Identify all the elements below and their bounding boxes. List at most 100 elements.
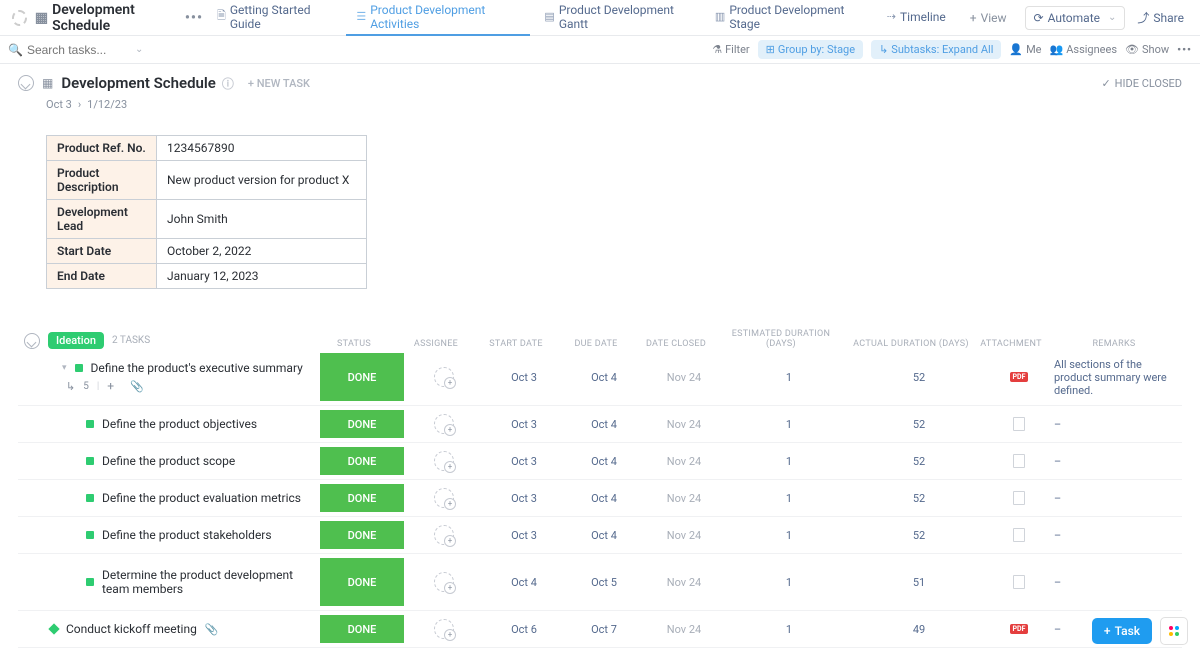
- attachment-icon[interactable]: 📎: [205, 623, 219, 636]
- groupby-button[interactable]: ⊞ Group by: Stage: [758, 40, 863, 59]
- assignee-cell[interactable]: [404, 488, 484, 508]
- add-assignee-icon[interactable]: [434, 619, 454, 639]
- remarks-cell[interactable]: All sections of the product summary were…: [1054, 358, 1182, 397]
- task-name-cell[interactable]: Define the product stakeholders: [26, 528, 320, 542]
- attachment-cell[interactable]: PDF: [984, 624, 1054, 634]
- me-button[interactable]: 👤 Me: [1009, 43, 1041, 56]
- apps-button[interactable]: [1160, 617, 1188, 645]
- act-cell[interactable]: 52: [854, 455, 984, 468]
- start-cell[interactable]: Oct 3: [484, 455, 564, 468]
- more-icon[interactable]: •••: [185, 10, 203, 26]
- chevron-down-icon[interactable]: ⌄: [135, 44, 143, 55]
- due-cell[interactable]: Oct 4: [564, 418, 644, 431]
- task-name-cell[interactable]: Define the product scope: [26, 454, 320, 468]
- assignee-cell[interactable]: [404, 367, 484, 387]
- closed-cell[interactable]: Nov 24: [644, 418, 724, 431]
- new-task-row[interactable]: + New task: [18, 648, 1182, 657]
- act-cell[interactable]: 52: [854, 418, 984, 431]
- tab-gantt[interactable]: ▤ Product Development Gantt: [534, 0, 701, 36]
- closed-cell[interactable]: Nov 24: [644, 529, 724, 542]
- tab-timeline[interactable]: ⇢ Timeline: [877, 0, 956, 36]
- attachment-cell[interactable]: [984, 575, 1054, 589]
- subtasks-button[interactable]: ↳ Subtasks: Expand All: [871, 40, 1001, 59]
- task-name-cell[interactable]: ▾Define the product's executive summary↳…: [26, 361, 320, 393]
- search-input[interactable]: [27, 43, 127, 57]
- closed-cell[interactable]: Nov 24: [644, 455, 724, 468]
- act-cell[interactable]: 49: [854, 623, 984, 636]
- task-row[interactable]: Define the product evaluation metricsDON…: [18, 480, 1182, 517]
- add-assignee-icon[interactable]: [434, 451, 454, 471]
- task-name-cell[interactable]: Define the product objectives: [26, 417, 320, 431]
- task-name-cell[interactable]: Define the product evaluation metrics: [26, 491, 320, 505]
- est-cell[interactable]: 1: [724, 371, 854, 384]
- est-cell[interactable]: 1: [724, 529, 854, 542]
- collapse-toggle[interactable]: [24, 333, 40, 349]
- filter-button[interactable]: ⚗ Filter: [712, 43, 749, 56]
- due-cell[interactable]: Oct 7: [564, 623, 644, 636]
- add-assignee-icon[interactable]: [434, 572, 454, 592]
- status-cell[interactable]: DONE: [320, 484, 404, 512]
- start-cell[interactable]: Oct 6: [484, 623, 564, 636]
- tab-getting-started[interactable]: 🗎 Getting Started Guide: [207, 0, 342, 36]
- closed-cell[interactable]: Nov 24: [644, 371, 724, 384]
- attachment-cell[interactable]: [984, 417, 1054, 431]
- est-cell[interactable]: 1: [724, 576, 854, 589]
- act-cell[interactable]: 52: [854, 371, 984, 384]
- est-cell[interactable]: 1: [724, 623, 854, 636]
- assignee-cell[interactable]: [404, 572, 484, 592]
- assignees-button[interactable]: 👥 Assignees: [1050, 43, 1118, 56]
- task-row[interactable]: Define the product stakeholdersDONEOct 3…: [18, 517, 1182, 554]
- share-button[interactable]: ⤴ Share: [1129, 9, 1192, 26]
- task-name-cell[interactable]: Conduct kickoff meeting📎: [26, 622, 320, 636]
- remarks-cell[interactable]: –: [1054, 418, 1182, 431]
- start-cell[interactable]: Oct 3: [484, 418, 564, 431]
- remarks-cell[interactable]: –: [1054, 455, 1182, 468]
- automate-button[interactable]: ⟳ Automate ⌄: [1025, 6, 1126, 30]
- attachment-cell[interactable]: [984, 491, 1054, 505]
- more-icon[interactable]: •••: [1177, 43, 1192, 56]
- due-cell[interactable]: Oct 4: [564, 529, 644, 542]
- due-cell[interactable]: Oct 5: [564, 576, 644, 589]
- remarks-cell[interactable]: –: [1054, 529, 1182, 542]
- attachment-cell[interactable]: [984, 528, 1054, 542]
- start-cell[interactable]: Oct 3: [484, 371, 564, 384]
- tab-activities[interactable]: ☰ Product Development Activities: [346, 0, 530, 36]
- caret-icon[interactable]: ▾: [62, 363, 67, 373]
- est-cell[interactable]: 1: [724, 418, 854, 431]
- start-cell[interactable]: Oct 4: [484, 576, 564, 589]
- est-cell[interactable]: 1: [724, 455, 854, 468]
- add-assignee-icon[interactable]: [434, 367, 454, 387]
- closed-cell[interactable]: Nov 24: [644, 576, 724, 589]
- group-badge[interactable]: Ideation: [48, 332, 104, 349]
- attachment-icon[interactable]: 📎: [130, 380, 144, 393]
- due-cell[interactable]: Oct 4: [564, 492, 644, 505]
- add-view-button[interactable]: + View: [960, 11, 1017, 25]
- search-wrapper[interactable]: 🔍 ⌄: [8, 43, 143, 57]
- due-cell[interactable]: Oct 4: [564, 455, 644, 468]
- attachment-cell[interactable]: [984, 454, 1054, 468]
- est-cell[interactable]: 1: [724, 492, 854, 505]
- section-title[interactable]: Development Schedule ⓘ: [61, 74, 234, 92]
- attachment-cell[interactable]: PDF: [984, 372, 1054, 382]
- remarks-cell[interactable]: –: [1054, 576, 1182, 589]
- info-icon[interactable]: ⓘ: [222, 75, 234, 92]
- closed-cell[interactable]: Nov 24: [644, 623, 724, 636]
- task-row[interactable]: Define the product scopeDONEOct 3Oct 4No…: [18, 443, 1182, 480]
- status-cell[interactable]: DONE: [320, 410, 404, 438]
- add-assignee-icon[interactable]: [434, 488, 454, 508]
- act-cell[interactable]: 52: [854, 529, 984, 542]
- act-cell[interactable]: 52: [854, 492, 984, 505]
- task-row[interactable]: Determine the product development team m…: [18, 554, 1182, 611]
- task-row[interactable]: Define the product objectivesDONE Oct 3Oc…: [18, 406, 1182, 443]
- new-task-button[interactable]: + Task: [1092, 618, 1152, 644]
- task-row[interactable]: ▾Define the product's executive summary↳…: [18, 349, 1182, 406]
- collapse-toggle[interactable]: [18, 75, 34, 91]
- task-name-cell[interactable]: Determine the product development team m…: [26, 568, 320, 596]
- status-cell[interactable]: DONE: [320, 521, 404, 549]
- tab-stage[interactable]: ▥ Product Development Stage: [705, 0, 873, 36]
- page-title-block[interactable]: ▦ Development Schedule •••: [35, 2, 203, 34]
- closed-cell[interactable]: Nov 24: [644, 492, 724, 505]
- hide-closed-button[interactable]: ✓ HIDE CLOSED: [1101, 77, 1182, 90]
- remarks-cell[interactable]: –: [1054, 492, 1182, 505]
- assignee-cell[interactable]: [404, 414, 484, 434]
